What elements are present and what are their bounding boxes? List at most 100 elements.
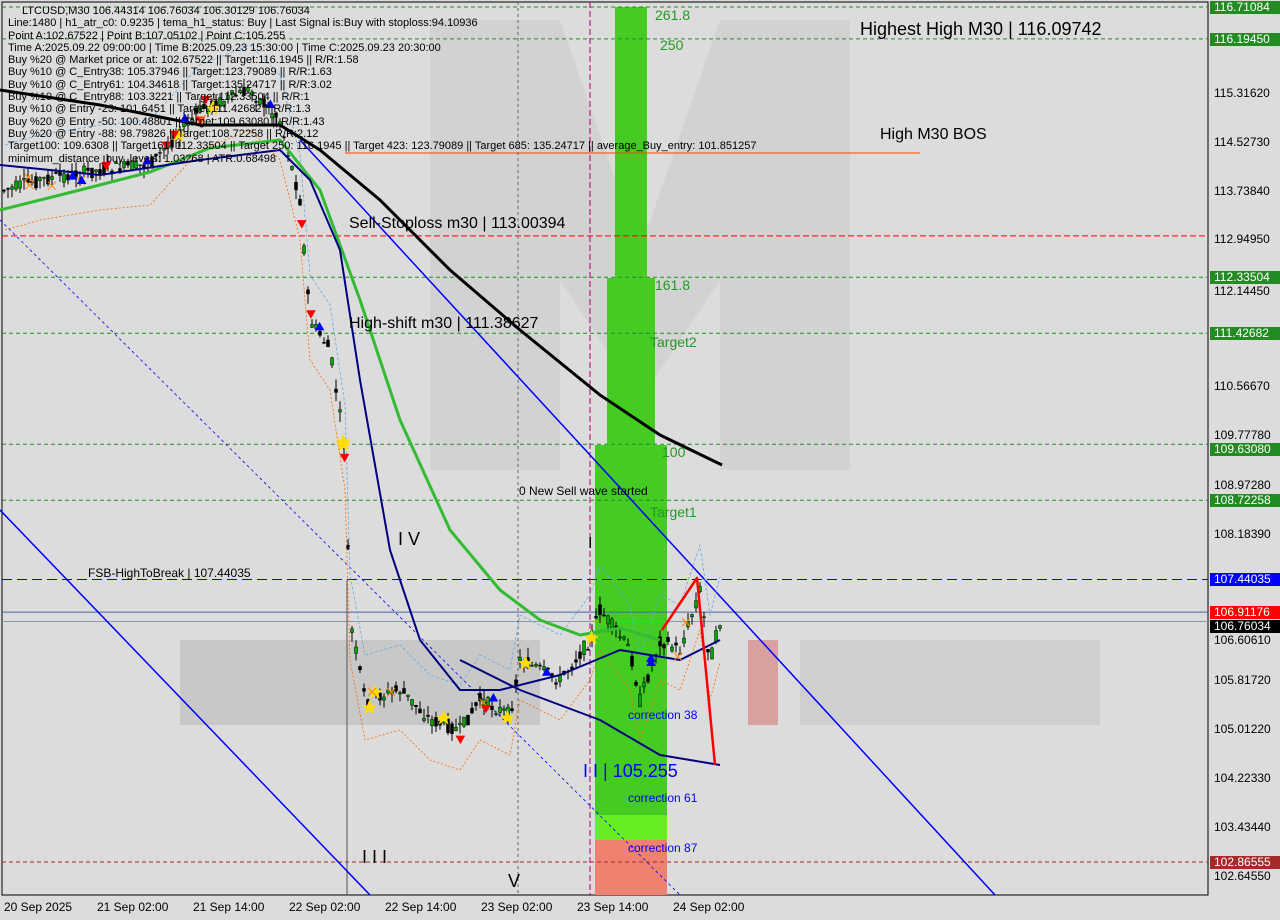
- label-wave-v: V: [508, 871, 521, 891]
- candle-body: [46, 174, 50, 185]
- down-arrow-icon: [339, 453, 350, 463]
- candle-body: [694, 600, 698, 609]
- star-marker: [518, 655, 533, 670]
- label-wave-iv: I V: [398, 529, 421, 549]
- watermark-logo: [180, 640, 540, 725]
- price-tag: 106.76034: [1210, 620, 1280, 634]
- cross-marker: [673, 652, 683, 661]
- candle-body: [354, 646, 358, 654]
- candle-body: [230, 90, 234, 96]
- price-tick: 102.64550: [1214, 868, 1271, 883]
- cross-marker: [25, 180, 34, 190]
- candle-body: [718, 625, 722, 629]
- candle-body: [90, 167, 94, 178]
- price-tick: 108.97280: [1214, 477, 1271, 492]
- price-tag: 112.33504: [1210, 271, 1280, 285]
- up-arrow-icon: [265, 99, 276, 109]
- info-line: Buy %20 @ Entry -88: 98.79826 || Target:…: [8, 127, 319, 140]
- candle-body: [322, 341, 326, 344]
- label-fib-250: 250: [660, 37, 684, 53]
- channel-line-dotted: [0, 219, 681, 896]
- candle-body: [458, 722, 462, 726]
- candle-body: [554, 682, 558, 685]
- label-fsb: FSB-HighToBreak | 107.44035: [88, 566, 251, 580]
- info-line: Buy %10 @ C_Entry61: 104.34618 || Target…: [8, 78, 332, 91]
- info-line: Buy %10 @ C_Entry88: 103.3221 || Target:…: [8, 91, 310, 104]
- candle-body: [598, 604, 602, 616]
- star-marker: [362, 699, 377, 715]
- candle-body: [454, 726, 458, 731]
- candle-body: [254, 101, 258, 103]
- candle-body: [646, 674, 650, 683]
- candle-body: [258, 98, 262, 105]
- info-line: Buy %20 @ Market price or at: 102.67522 …: [8, 54, 359, 67]
- candle-body: [306, 289, 310, 295]
- down-arrow-icon: [200, 96, 211, 105]
- candle-body: [498, 706, 502, 713]
- info-line: Target100: 109.6308 || Target161: 112.33…: [8, 140, 757, 153]
- time-tick: 21 Sep 14:00: [193, 900, 265, 914]
- candle-body: [418, 708, 422, 714]
- time-tick: 20 Sep 2025: [4, 900, 73, 914]
- candle-body: [402, 688, 406, 694]
- channel-line-upper: [299, 139, 996, 896]
- candle-body: [134, 160, 138, 169]
- candle-body: [610, 618, 614, 629]
- price-tag: 111.42682: [1210, 327, 1280, 341]
- up-arrow-icon: [76, 175, 87, 184]
- label-high-bos: High M30 BOS: [880, 126, 987, 143]
- price-tick: 112.94950: [1214, 232, 1270, 247]
- up-arrow-icon: [646, 657, 657, 667]
- candle-body: [382, 696, 386, 701]
- candle-body: [222, 101, 226, 107]
- candle-body: [406, 694, 410, 697]
- candle-body: [298, 199, 302, 206]
- candle-body: [422, 717, 426, 721]
- candle-body: [658, 636, 662, 647]
- candle-body: [538, 664, 542, 667]
- down-arrow-icon: [306, 310, 316, 319]
- label-correction38: correction 38: [628, 708, 698, 722]
- info-line: Buy %10 @ C_Entry38: 105.37946 || Target…: [8, 66, 332, 79]
- candle-body: [122, 161, 126, 168]
- candle-body: [338, 409, 342, 413]
- price-tag: 102.86555: [1210, 855, 1280, 869]
- sell-zone: [595, 840, 667, 895]
- label-new-sell-wave: 0 New Sell wave started: [519, 484, 648, 498]
- candle-body: [218, 97, 222, 107]
- star-marker: [205, 99, 221, 115]
- price-tick: 106.60610: [1214, 633, 1271, 648]
- up-arrow-icon: [179, 113, 190, 123]
- up-arrow-icon: [142, 155, 153, 165]
- price-tag: 107.44035: [1210, 573, 1280, 587]
- candle-body: [410, 699, 414, 706]
- info-line: Point A:102.67522 | Point B:107.05102 | …: [8, 29, 286, 42]
- candle-body: [246, 87, 250, 92]
- candle-body: [50, 176, 54, 180]
- moving-average-green: [0, 138, 661, 642]
- candle-body: [674, 642, 678, 646]
- candle-body: [138, 164, 142, 167]
- down-arrow-icon: [169, 130, 180, 140]
- candle-body: [350, 628, 354, 633]
- candle-body: [22, 178, 26, 181]
- candle-body: [606, 615, 610, 625]
- candle-body: [430, 719, 434, 727]
- candle-body: [154, 153, 158, 156]
- watermark-logo-accent: [748, 640, 778, 725]
- candle-body: [670, 646, 674, 652]
- envelope-upper: [4, 44, 721, 686]
- candle-body: [294, 182, 298, 191]
- candle-body: [666, 637, 670, 643]
- moving-average-navy-slow: [459, 659, 721, 766]
- candle-body: [518, 656, 522, 662]
- candle-body: [126, 160, 130, 166]
- candle-body: [282, 136, 286, 139]
- candle-body: [530, 664, 534, 667]
- candle-body: [6, 188, 10, 190]
- candle-body: [638, 693, 642, 707]
- price-tick: 112.14450: [1214, 284, 1270, 299]
- candle-body: [198, 104, 202, 113]
- candle-body: [330, 357, 334, 366]
